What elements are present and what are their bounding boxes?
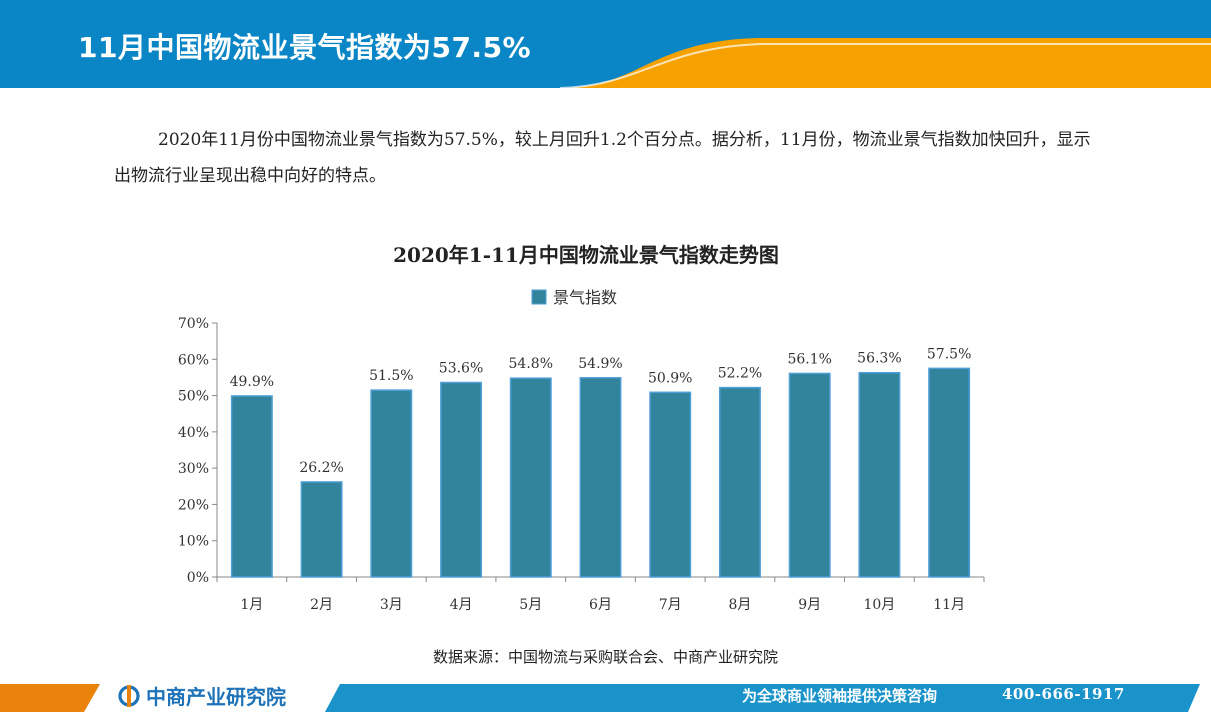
x-tick-label: 7月 [659, 597, 682, 613]
y-tick-label: 30% [178, 461, 209, 477]
chart-bars [230, 367, 971, 578]
y-tick-label: 0% [187, 570, 209, 586]
bar-value-label: 26.2% [299, 460, 343, 476]
bar-value-label: 56.3% [857, 351, 901, 367]
x-tick-label: 11月 [933, 597, 965, 613]
x-tick-label: 5月 [519, 597, 542, 613]
x-tick-label: 1月 [240, 597, 263, 613]
x-tick-label: 10月 [863, 597, 895, 613]
bar [370, 389, 413, 578]
bar-value-label: 49.9% [230, 374, 274, 390]
y-tick-label: 60% [178, 352, 209, 368]
bar [300, 481, 343, 578]
y-tick-label: 10% [178, 534, 209, 550]
bar-value-label: 50.9% [648, 370, 692, 386]
header-shape [0, 0, 1211, 88]
bar-value-label: 56.1% [787, 351, 831, 367]
x-tick-label: 9月 [798, 597, 821, 613]
page-title: 11月中国物流业景气指数为57.5% [78, 31, 532, 64]
x-tick-label: 6月 [589, 597, 612, 613]
header-banner [0, 0, 1211, 88]
bar [230, 395, 273, 578]
bar [649, 391, 692, 578]
brand-logo-icon [118, 684, 140, 707]
bar-value-label: 51.5% [369, 368, 413, 384]
bar [788, 372, 831, 578]
x-tick-label: 3月 [380, 597, 403, 613]
legend-swatch [531, 289, 547, 305]
bar-value-label: 53.6% [439, 361, 483, 377]
y-tick-label: 50% [178, 389, 209, 405]
chart-title: 2020年1-11月中国物流业景气指数走势图 [393, 243, 779, 267]
footer-banner [0, 680, 1211, 712]
bar [509, 377, 552, 578]
footer-slogan: 为全球商业领袖提供决策咨询 [742, 687, 938, 705]
bar-value-label: 52.2% [718, 366, 762, 382]
legend-label: 景气指数 [553, 288, 617, 307]
x-tick-label: 4月 [450, 597, 473, 613]
bar [928, 367, 971, 578]
x-tick-label: 8月 [728, 597, 751, 613]
data-source-note: 数据来源：中国物流与采购联合会、中商产业研究院 [432, 648, 778, 666]
chart-legend: 景气指数 [531, 288, 617, 307]
bar [858, 371, 901, 578]
brand-name: 中商产业研究院 [146, 685, 286, 709]
footer-shape [0, 684, 1200, 712]
y-tick-label: 40% [178, 425, 209, 441]
footer-phone: 400-666-1917 [1002, 685, 1125, 703]
x-tick-label: 2月 [310, 597, 333, 613]
bar [440, 381, 483, 578]
y-tick-label: 70% [178, 316, 209, 332]
brand-logo-group: 中商产业研究院 [118, 681, 286, 710]
bar-value-label: 54.9% [578, 356, 622, 372]
chart-data-labels: 49.9% 26.2% 51.5% 53.6% 54.8% 54.9% 50.9% 52.2%… [230, 346, 972, 476]
y-tick-label: 20% [178, 497, 209, 513]
bar-value-label: 57.5% [927, 346, 971, 362]
bar [579, 377, 622, 578]
bar [718, 386, 761, 578]
bar-value-label: 54.8% [509, 356, 553, 372]
intro-paragraph: 2020年11月份中国物流业景气指数为57.5%，较上月回升1.2个百分点。据分… [114, 130, 1091, 186]
